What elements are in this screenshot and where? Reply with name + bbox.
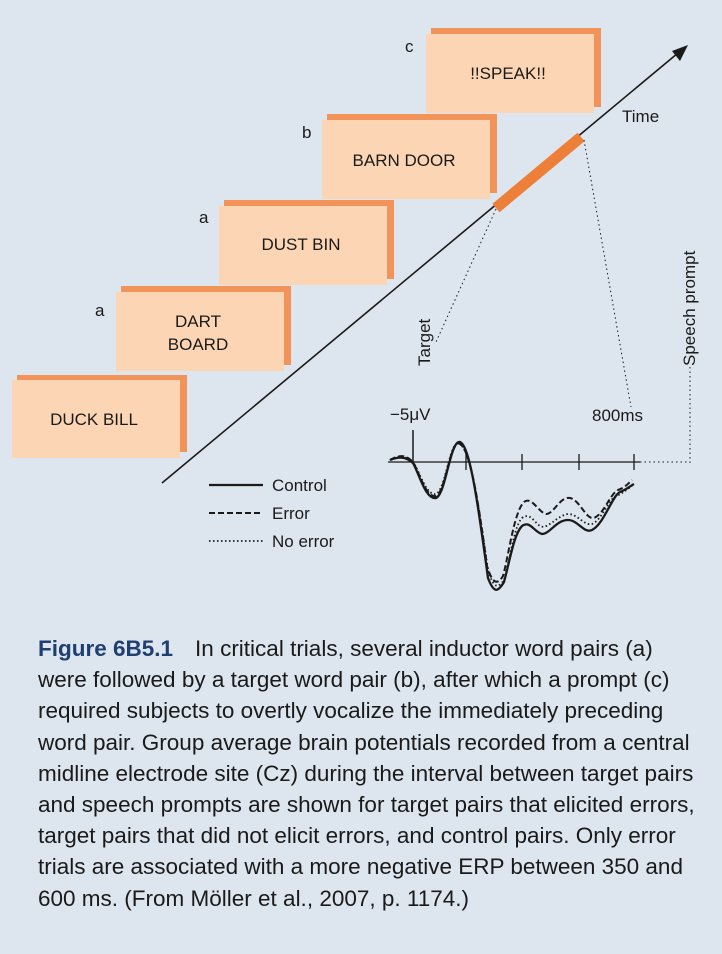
card-letter: a bbox=[199, 208, 209, 227]
card-face bbox=[426, 34, 594, 113]
figure-caption: Figure 6B5.1 In critical trials, several … bbox=[38, 633, 698, 914]
time-axis-line bbox=[161, 52, 679, 484]
trial-card-1: DUCK BILL bbox=[12, 375, 187, 458]
card-face bbox=[12, 380, 180, 458]
card-word: !!SPEAK!! bbox=[470, 64, 546, 83]
time-arrow-head bbox=[672, 45, 688, 61]
no-error-waveform bbox=[389, 442, 633, 587]
target-label: Target bbox=[415, 318, 434, 366]
card-letter: b bbox=[302, 123, 311, 142]
control-waveform bbox=[389, 440, 635, 591]
legend-label: Error bbox=[272, 504, 310, 523]
legend: Control Error No error bbox=[209, 476, 335, 551]
time-label: Time bbox=[622, 107, 659, 126]
card-letter: a bbox=[95, 301, 105, 320]
interval-bar bbox=[492, 132, 585, 213]
error-waveform bbox=[389, 442, 633, 583]
card-face bbox=[322, 120, 490, 199]
card-word-line1: DART bbox=[175, 312, 221, 331]
trial-card-2: DART BOARD a bbox=[95, 286, 291, 371]
trial-card-3: DUST BIN a bbox=[199, 200, 394, 285]
end-projection-line bbox=[583, 139, 632, 408]
card-word-line2: BOARD bbox=[168, 335, 228, 354]
legend-label: No error bbox=[272, 532, 335, 551]
card-face bbox=[116, 292, 284, 371]
card-word: DUST BIN bbox=[261, 235, 340, 254]
ms-label: 800ms bbox=[592, 406, 643, 425]
caption-text: In critical trials, several inductor wor… bbox=[38, 636, 695, 911]
trial-card-5: !!SPEAK!! c bbox=[405, 28, 601, 113]
figure-label: Figure 6B5.1 bbox=[38, 636, 174, 661]
trial-card-4: BARN DOOR b bbox=[302, 114, 497, 199]
card-word: DUCK BILL bbox=[50, 410, 138, 429]
legend-label: Control bbox=[272, 476, 327, 495]
voltage-label: −5μV bbox=[390, 405, 431, 424]
card-letter: c bbox=[405, 37, 414, 56]
erp-diagram: Time DUCK BILL DART BOARD a DUST BIN a B… bbox=[12, 28, 699, 591]
card-face bbox=[219, 206, 387, 285]
card-word: BARN DOOR bbox=[353, 151, 456, 170]
speech-prompt-label: Speech prompt bbox=[680, 250, 699, 366]
target-projection-line bbox=[435, 208, 497, 343]
